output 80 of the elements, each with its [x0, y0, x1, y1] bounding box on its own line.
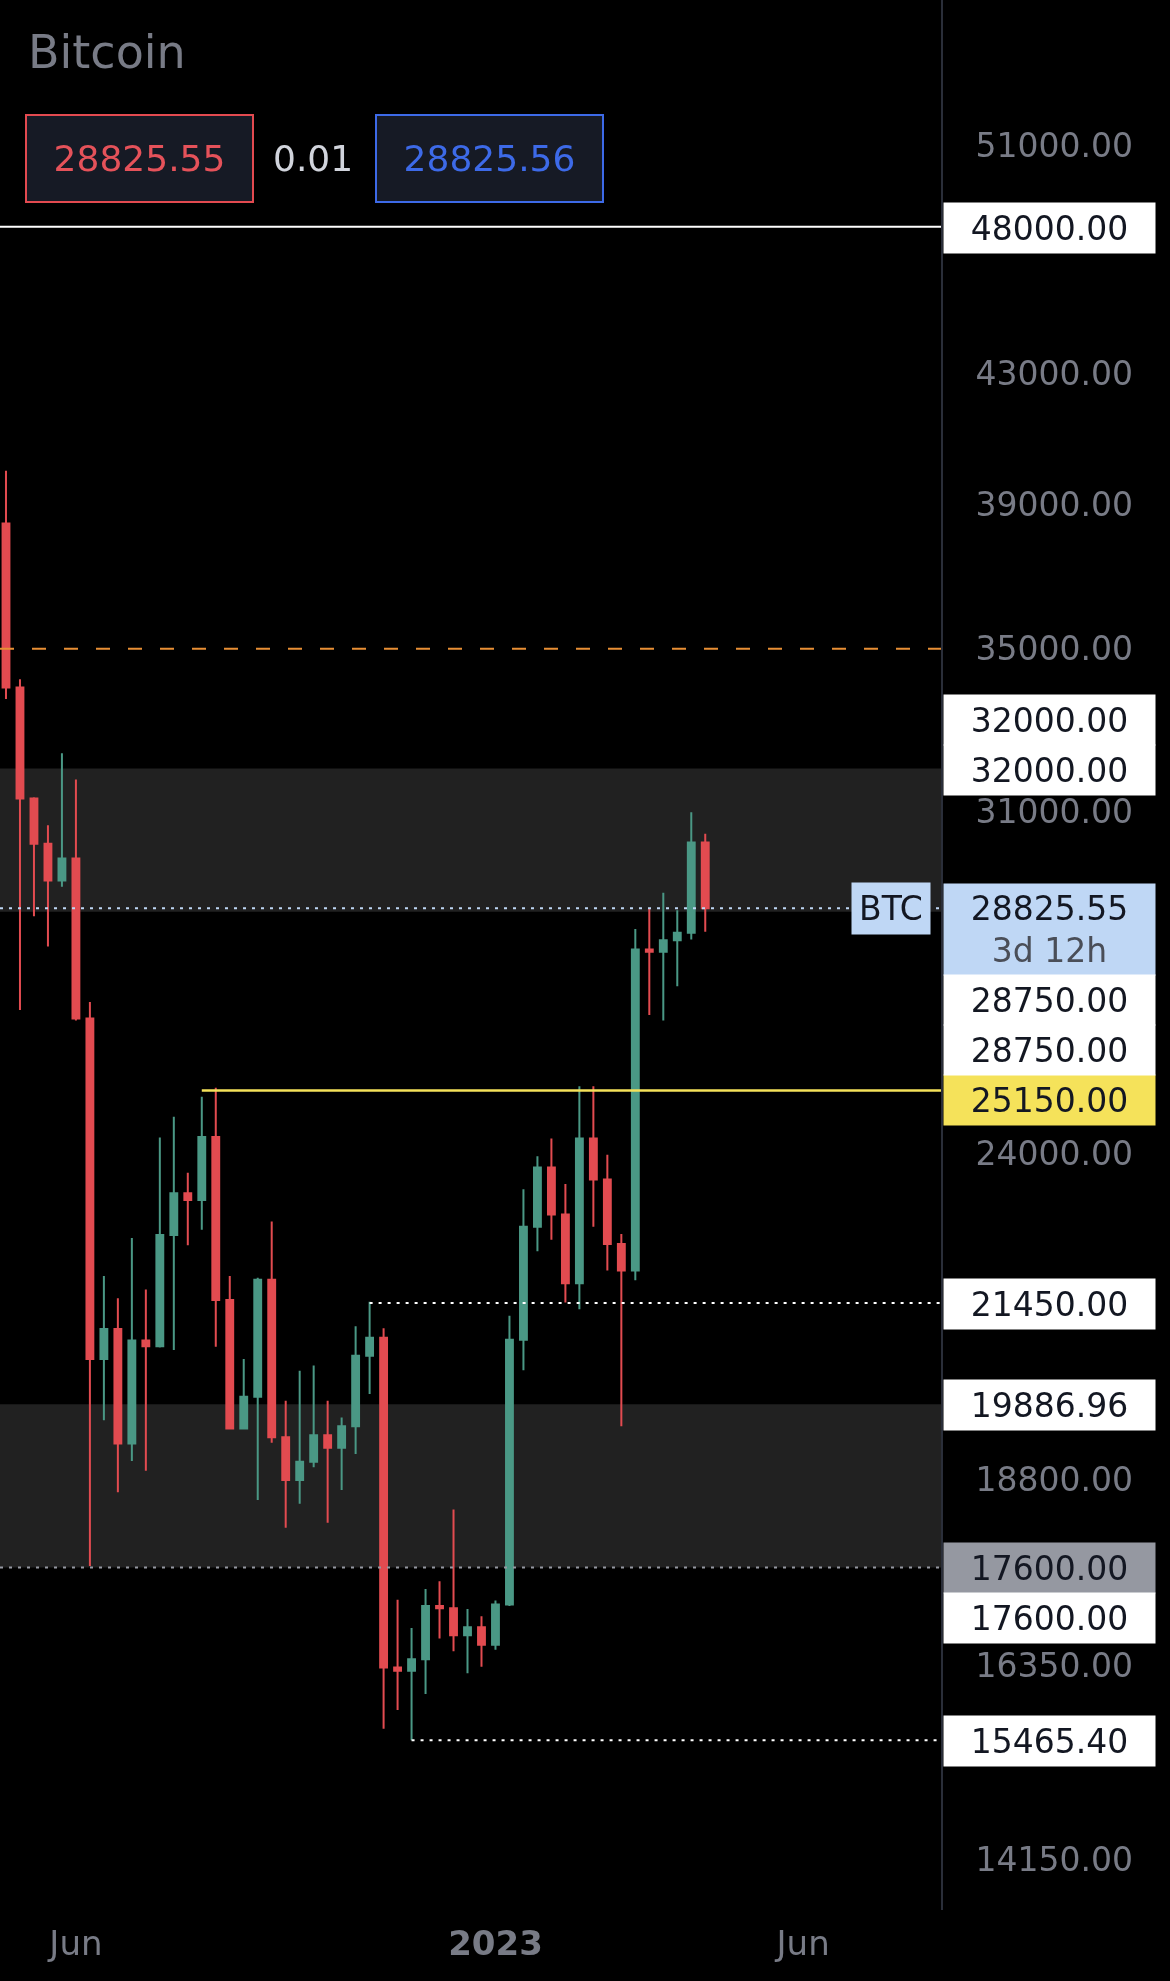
x-tick-label: Jun [47, 1923, 103, 1963]
y-tick-label: 31000.00 [975, 791, 1134, 831]
candlestick [155, 1136, 165, 1349]
candlestick [267, 1220, 277, 1444]
candlestick [1, 469, 11, 701]
candlestick [169, 1115, 179, 1352]
x-tick-label: Jun [774, 1923, 830, 1963]
candlestick [421, 1587, 430, 1695]
y-tick-label: 14150.00 [975, 1839, 1134, 1879]
candlestick [57, 752, 67, 888]
candlestick [71, 778, 81, 1022]
candlestick [686, 811, 696, 941]
y-tick-label: 35000.00 [975, 629, 1134, 669]
candlestick [630, 928, 640, 1282]
ref-line-label: 48000.00 [970, 208, 1129, 248]
y-tick-label: 24000.00 [975, 1133, 1134, 1173]
candlestick [393, 1598, 402, 1711]
annotation: 0.01 [273, 138, 354, 179]
candlestick [225, 1274, 235, 1431]
candlestick [197, 1095, 207, 1231]
candlestick [239, 1358, 249, 1431]
annotation: 28825.55 [53, 138, 226, 179]
annotation: 32000.00 [970, 700, 1129, 740]
candlestick [113, 1297, 123, 1494]
x-tick-label: 2023 [448, 1923, 543, 1963]
annotation: 28750.00 [970, 980, 1129, 1020]
y-tick-label: 51000.00 [975, 126, 1134, 166]
data-label: 21450.00 [970, 1284, 1129, 1324]
candlestick [463, 1608, 472, 1675]
candlestick [449, 1508, 458, 1653]
y-tick-label: 18800.00 [975, 1459, 1134, 1499]
candlestick [365, 1300, 375, 1395]
y-tick-label: 43000.00 [975, 354, 1134, 394]
candlestick [616, 1232, 626, 1428]
candlestick [29, 796, 39, 918]
annotation: 17600.00 [970, 1598, 1129, 1638]
text: Bitcoin [28, 25, 186, 80]
candlestick [505, 1314, 514, 1607]
candlestick [211, 1086, 221, 1348]
annotation: BTC [859, 889, 923, 928]
candlestick [546, 1137, 556, 1241]
data-label: 25150.00 [970, 1080, 1129, 1120]
data-label: 15465.40 [970, 1721, 1129, 1761]
candlestick [295, 1369, 305, 1505]
candlestick [141, 1288, 151, 1472]
candlestick [477, 1615, 486, 1668]
annotation: 19886.96 [970, 1385, 1129, 1425]
candlestick [588, 1085, 598, 1228]
candlestick [99, 1274, 109, 1422]
y-tick-label: 39000.00 [975, 484, 1134, 524]
candlestick [309, 1364, 319, 1469]
candlestick [407, 1627, 416, 1742]
candlestick [435, 1580, 444, 1640]
candlestick [560, 1182, 570, 1304]
candlestick [379, 1327, 389, 1730]
candlestick [700, 832, 710, 933]
candlestick [323, 1399, 333, 1524]
candlestick [85, 1001, 95, 1567]
candlestick [15, 678, 25, 1012]
candlestick [491, 1599, 500, 1651]
annotation: 32000.00 [970, 750, 1129, 790]
ref-line-label: 28825.55 3d 12h [970, 888, 1129, 971]
candlestick [351, 1325, 361, 1455]
candlestick [644, 907, 654, 1017]
candlestick [519, 1188, 528, 1372]
y-tick-label: 16350.00 [975, 1646, 1134, 1686]
text: 28750.00 [970, 1030, 1129, 1070]
candlestick [253, 1276, 263, 1502]
candlestick [337, 1416, 347, 1492]
candlestick [281, 1399, 291, 1529]
candlestick [533, 1155, 542, 1253]
candlestick [602, 1153, 612, 1272]
candlestick [672, 909, 682, 988]
candlestick [183, 1171, 193, 1247]
annotation: 28825.56 [403, 138, 576, 179]
candlestick [43, 824, 53, 948]
ref-line-label: 17600.00 [970, 1548, 1129, 1588]
candlestick [574, 1085, 584, 1311]
candlestick [658, 891, 668, 1022]
candlestick [127, 1237, 137, 1462]
